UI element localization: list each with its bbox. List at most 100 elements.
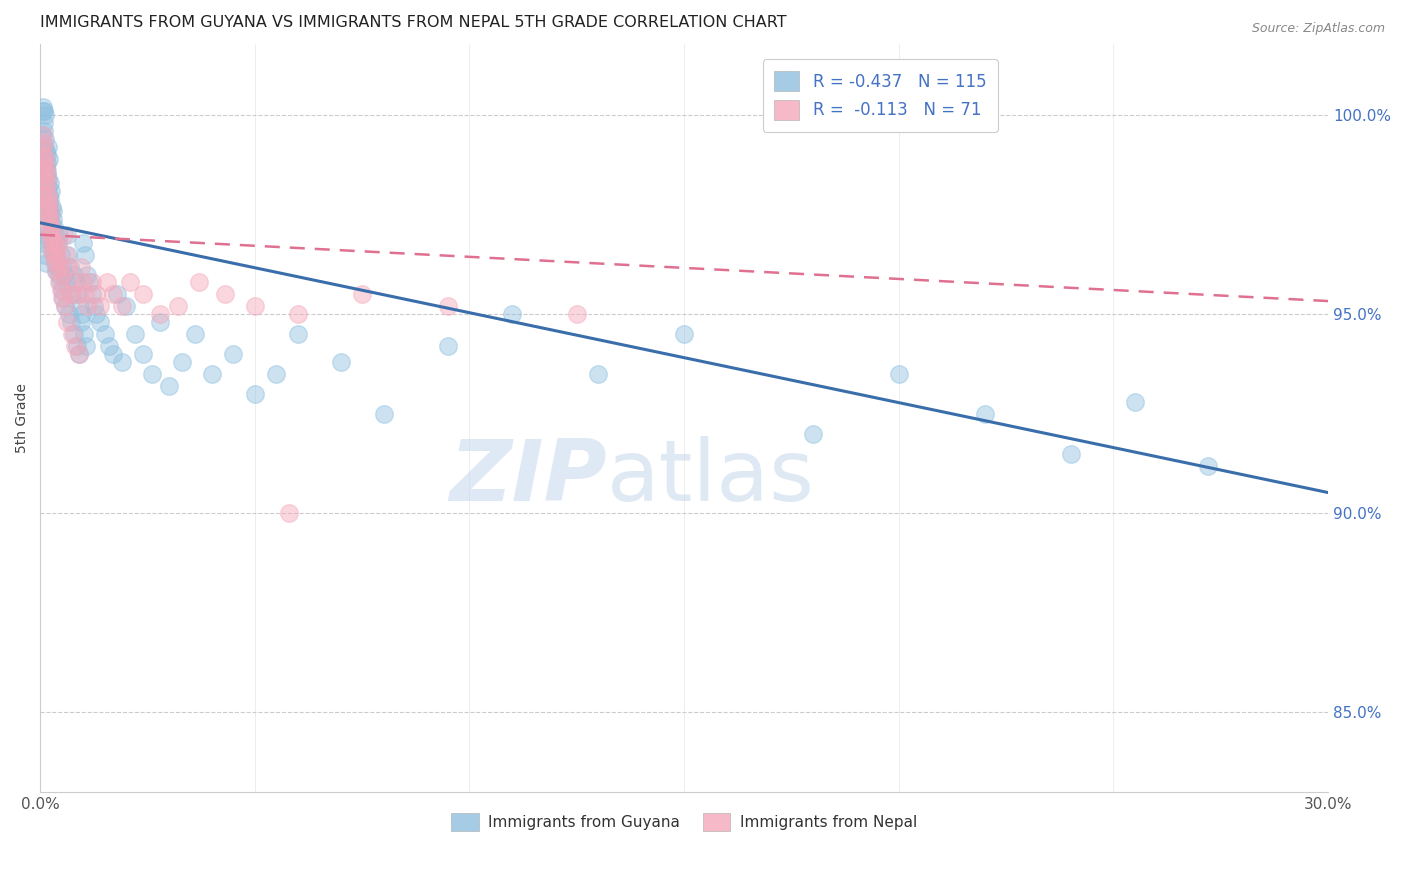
Point [38,219,60,234]
Point [801,426,824,441]
Point [39,216,62,230]
Point [157,379,180,393]
Point [49,247,72,261]
Text: Source: ZipAtlas.com: Source: ZipAtlas.com [1251,22,1385,36]
Point [111,299,134,313]
Point [120,276,142,290]
Point [51,284,73,298]
Point [48,268,70,282]
Point [1197,458,1219,473]
Point [52,268,75,282]
Point [62,276,84,290]
Point [278,506,301,520]
Point [31,104,53,119]
Point [56,315,79,329]
Point [673,327,696,342]
Point [89,315,111,329]
Point [32,219,55,234]
Point [84,287,107,301]
Point [89,299,111,313]
Point [69,299,91,313]
Point [35,148,58,162]
Point [44,255,66,269]
Point [35,168,58,182]
Point [35,168,58,182]
Point [46,235,69,250]
Point [32,104,55,119]
Point [37,172,59,186]
Point [56,247,79,261]
Point [37,203,59,218]
Point [887,367,910,381]
Point [37,164,59,178]
Point [96,276,118,290]
Point [42,247,65,261]
Point [34,124,56,138]
Point [34,152,56,166]
Point [38,203,60,218]
Point [49,276,72,290]
Point [83,299,105,313]
Point [35,255,58,269]
Point [44,255,66,269]
Point [1123,395,1146,409]
Point [66,287,89,301]
Point [34,208,56,222]
Point [46,260,69,274]
Point [34,227,56,242]
Point [39,224,62,238]
Point [45,244,67,258]
Point [166,299,188,313]
Point [588,367,610,381]
Point [35,176,58,190]
Point [38,152,60,166]
Point [45,247,67,261]
Point [32,148,55,162]
Point [34,247,56,261]
Point [80,276,103,290]
Point [39,184,62,198]
Point [352,287,374,301]
Point [62,268,84,282]
Point [41,211,63,226]
Point [34,152,56,166]
Point [80,287,103,301]
Point [84,307,107,321]
Point [39,219,62,234]
Point [76,339,98,353]
Point [188,276,211,290]
Point [46,252,69,266]
Point [55,227,77,242]
Legend: Immigrants from Guyana, Immigrants from Nepal: Immigrants from Guyana, Immigrants from … [446,807,922,837]
Point [437,299,460,313]
Point [55,247,77,261]
Point [58,307,80,321]
Point [67,347,90,361]
Point [132,287,155,301]
Point [39,192,62,206]
Point [51,268,73,282]
Y-axis label: 5th Grade: 5th Grade [15,383,30,453]
Point [58,260,80,274]
Point [183,327,205,342]
Point [34,160,56,174]
Point [222,347,245,361]
Point [34,132,56,146]
Point [45,235,67,250]
Point [67,347,90,361]
Point [32,100,55,114]
Point [34,108,56,122]
Point [34,180,56,194]
Point [44,227,66,242]
Point [31,128,53,143]
Point [76,299,98,313]
Point [105,287,128,301]
Point [565,307,588,321]
Point [287,307,309,321]
Point [243,387,266,401]
Point [93,327,115,342]
Point [70,260,93,274]
Point [51,292,73,306]
Point [35,195,58,210]
Point [79,276,101,290]
